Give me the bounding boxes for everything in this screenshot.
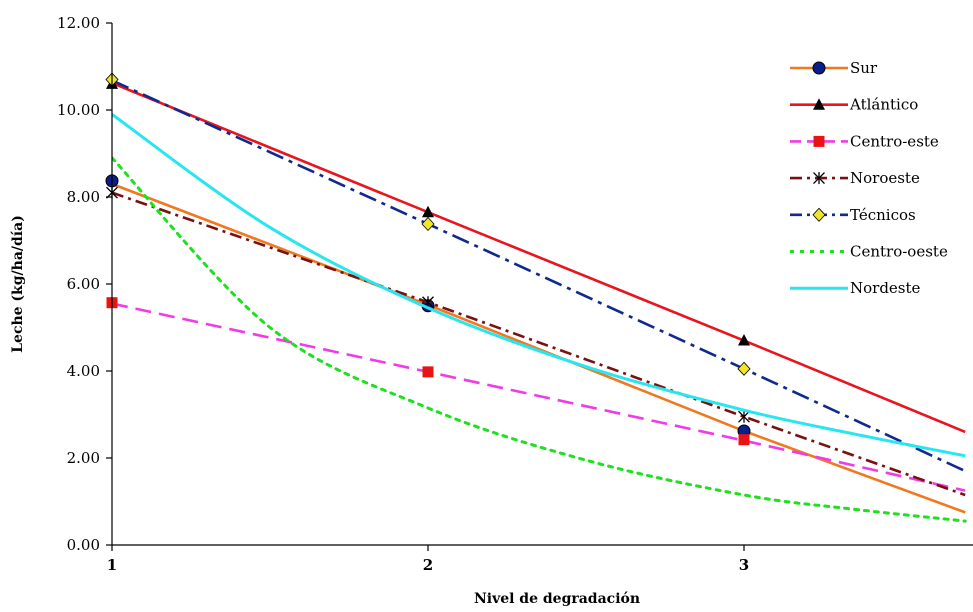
legend-label: Sur [850, 59, 878, 77]
series-line [112, 191, 966, 497]
legend-label: Atlántico [849, 96, 918, 114]
x-tick-label: 2 [423, 556, 433, 574]
legend-item: Centro-este [790, 132, 939, 150]
y-tick-label: 10.00 [57, 101, 100, 119]
legend-marker [813, 135, 825, 147]
data-point [738, 434, 750, 446]
series-line [112, 113, 966, 458]
legend-item: Centro-oeste [790, 243, 948, 261]
legend-item: Sur [790, 59, 878, 77]
x-tick-label: 1 [107, 556, 117, 574]
series-line [112, 79, 966, 473]
series-noroeste [112, 191, 966, 497]
data-point [737, 361, 751, 376]
y-axis-title: Leche (kg/ha/día) [10, 215, 26, 353]
y-tick-label: 8.00 [67, 188, 100, 206]
data-point [422, 366, 434, 378]
legend-item: Nordeste [790, 279, 921, 297]
data-point [738, 334, 750, 346]
legend-label: Nordeste [850, 279, 921, 297]
legend-item: Atlántico [790, 96, 918, 114]
y-tick-label: 0.00 [67, 536, 100, 554]
series-line [112, 302, 966, 492]
y-tick-label: 4.00 [67, 362, 100, 380]
data-point [421, 216, 435, 232]
legend: Sur Atlántico Centro-este Noroeste Técnicos C… [790, 59, 948, 297]
series-centro-este [112, 302, 966, 492]
legend-marker [812, 61, 826, 75]
x-axis-title: Nivel de degradación [474, 591, 640, 607]
data-point [738, 410, 750, 423]
data-point [422, 205, 434, 218]
legend-label: Noroeste [850, 169, 920, 187]
legend-marker [813, 172, 825, 185]
legend-label: Técnicos [850, 206, 916, 224]
x-tick-label: 3 [739, 556, 749, 574]
series-line [112, 182, 966, 514]
y-tick-label: 6.00 [67, 275, 100, 293]
series-atlántico [112, 81, 966, 434]
series-line [112, 156, 967, 523]
series-layer [105, 72, 967, 523]
series-sur [112, 182, 966, 514]
series-nordeste [112, 113, 966, 458]
y-tick-label: 2.00 [67, 449, 100, 467]
legend-label: Centro-oeste [850, 243, 948, 261]
series-line [112, 81, 966, 434]
y-tick-label: 12.00 [57, 14, 100, 32]
legend-marker [813, 98, 825, 110]
legend-item: Técnicos [790, 206, 916, 224]
legend-label: Centro-este [850, 132, 939, 150]
series-centro-oeste [112, 156, 967, 523]
tick-layer: 0.00 2.00 4.00 6.00 8.00 10.00 12.00 1 2 3 [57, 14, 749, 574]
legend-marker [812, 207, 826, 222]
axis-titles: Nivel de degradación Leche (kg/ha/día) [10, 215, 640, 607]
series-técnicos [112, 79, 966, 473]
legend-item: Noroeste [790, 169, 920, 187]
